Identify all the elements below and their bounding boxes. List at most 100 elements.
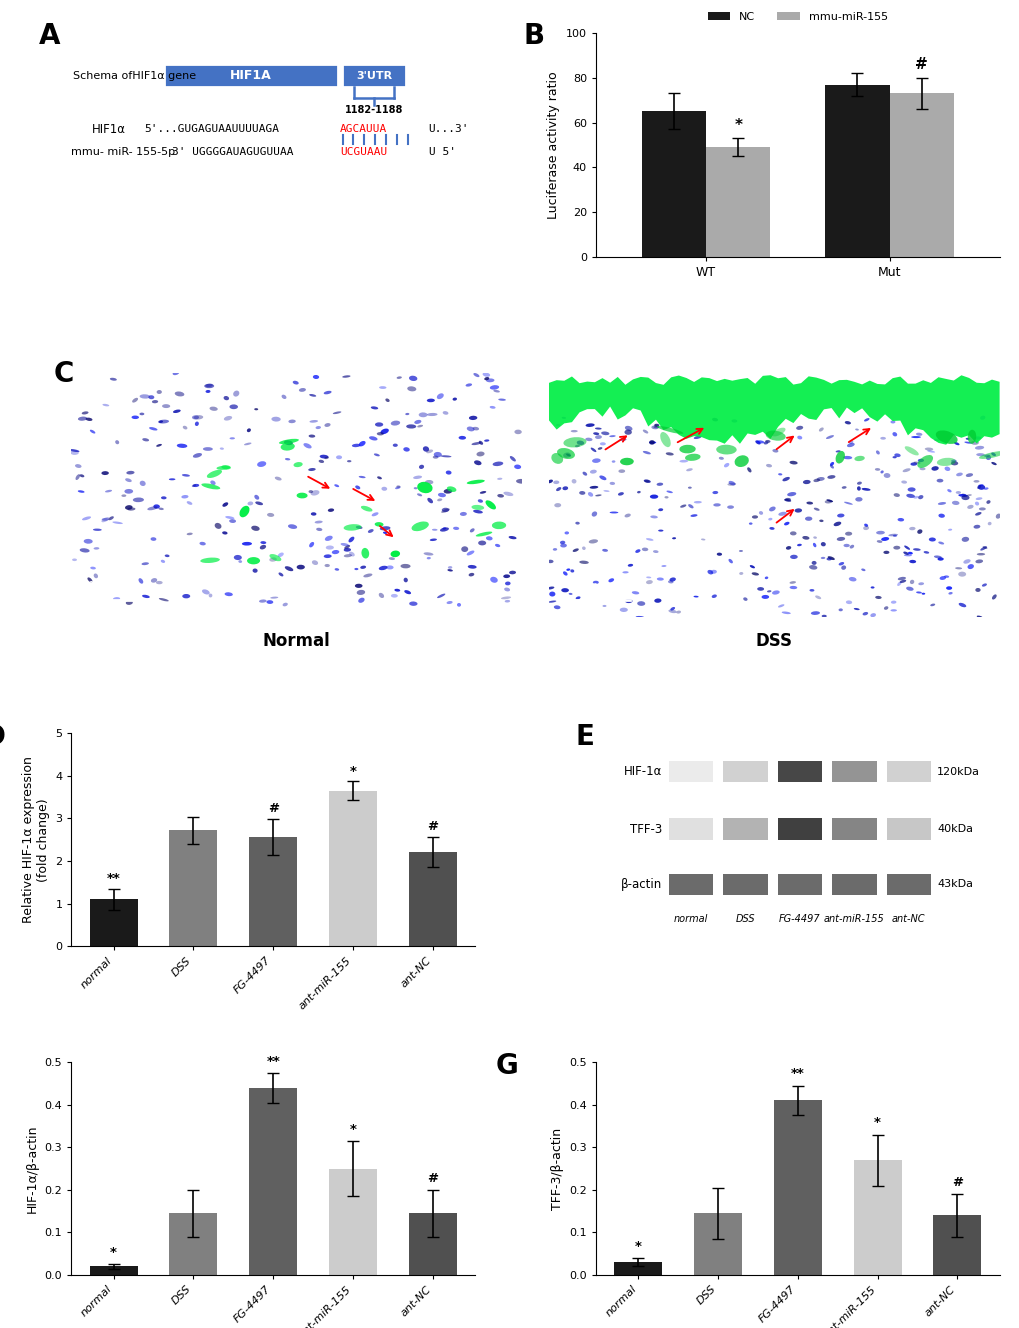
Ellipse shape bbox=[371, 406, 378, 409]
Ellipse shape bbox=[854, 429, 858, 430]
Ellipse shape bbox=[854, 497, 862, 502]
Polygon shape bbox=[548, 376, 999, 445]
Ellipse shape bbox=[429, 538, 436, 540]
Ellipse shape bbox=[990, 462, 996, 465]
Ellipse shape bbox=[127, 507, 136, 510]
Ellipse shape bbox=[382, 531, 387, 534]
Ellipse shape bbox=[386, 566, 393, 570]
Ellipse shape bbox=[599, 442, 605, 445]
Ellipse shape bbox=[471, 442, 481, 445]
Ellipse shape bbox=[566, 568, 570, 571]
Ellipse shape bbox=[442, 527, 446, 530]
Ellipse shape bbox=[214, 523, 221, 529]
Ellipse shape bbox=[672, 538, 676, 539]
Ellipse shape bbox=[494, 544, 499, 547]
Ellipse shape bbox=[555, 487, 560, 491]
Ellipse shape bbox=[334, 568, 339, 571]
Ellipse shape bbox=[948, 592, 952, 595]
Ellipse shape bbox=[181, 474, 190, 477]
Ellipse shape bbox=[854, 456, 864, 461]
Ellipse shape bbox=[576, 441, 584, 445]
Ellipse shape bbox=[75, 463, 82, 467]
Ellipse shape bbox=[653, 424, 658, 426]
Ellipse shape bbox=[846, 442, 854, 448]
Ellipse shape bbox=[445, 470, 451, 474]
Ellipse shape bbox=[812, 478, 819, 482]
Ellipse shape bbox=[113, 598, 120, 600]
Ellipse shape bbox=[70, 450, 78, 456]
Ellipse shape bbox=[233, 390, 239, 397]
Ellipse shape bbox=[853, 608, 859, 610]
Ellipse shape bbox=[514, 465, 521, 469]
Ellipse shape bbox=[485, 378, 494, 382]
Ellipse shape bbox=[324, 564, 329, 567]
Ellipse shape bbox=[478, 441, 483, 445]
Ellipse shape bbox=[278, 572, 283, 576]
Ellipse shape bbox=[860, 568, 865, 571]
Ellipse shape bbox=[843, 544, 849, 547]
Ellipse shape bbox=[257, 461, 266, 467]
Ellipse shape bbox=[985, 456, 990, 459]
Text: C: C bbox=[53, 360, 73, 388]
Ellipse shape bbox=[966, 494, 971, 497]
Ellipse shape bbox=[609, 482, 614, 485]
FancyBboxPatch shape bbox=[776, 818, 821, 839]
Ellipse shape bbox=[204, 384, 214, 388]
Ellipse shape bbox=[468, 572, 474, 576]
Ellipse shape bbox=[385, 398, 389, 402]
Ellipse shape bbox=[899, 580, 905, 583]
Ellipse shape bbox=[559, 540, 565, 544]
Ellipse shape bbox=[414, 420, 421, 424]
Ellipse shape bbox=[978, 452, 1005, 459]
Ellipse shape bbox=[837, 514, 844, 518]
Ellipse shape bbox=[842, 456, 852, 459]
Ellipse shape bbox=[342, 376, 351, 377]
Ellipse shape bbox=[981, 546, 986, 548]
Text: *: * bbox=[873, 1117, 880, 1129]
Text: DSS: DSS bbox=[755, 632, 792, 649]
Bar bbox=[90, 1267, 138, 1275]
Ellipse shape bbox=[147, 506, 157, 510]
Ellipse shape bbox=[472, 426, 479, 430]
Ellipse shape bbox=[951, 501, 959, 505]
Ellipse shape bbox=[343, 544, 350, 548]
Ellipse shape bbox=[156, 444, 162, 446]
Ellipse shape bbox=[835, 450, 840, 453]
Ellipse shape bbox=[938, 576, 946, 580]
Ellipse shape bbox=[904, 446, 918, 456]
Ellipse shape bbox=[546, 587, 553, 590]
Ellipse shape bbox=[158, 507, 164, 510]
Ellipse shape bbox=[890, 600, 896, 604]
Ellipse shape bbox=[947, 489, 951, 493]
Ellipse shape bbox=[354, 568, 358, 570]
Ellipse shape bbox=[929, 604, 934, 607]
Ellipse shape bbox=[642, 429, 648, 433]
Ellipse shape bbox=[461, 546, 468, 552]
Ellipse shape bbox=[470, 529, 474, 533]
Ellipse shape bbox=[82, 412, 89, 414]
Ellipse shape bbox=[125, 478, 131, 482]
Ellipse shape bbox=[469, 416, 477, 420]
Ellipse shape bbox=[423, 552, 433, 555]
Ellipse shape bbox=[715, 445, 736, 454]
Text: Schema ofHIF1α gene: Schema ofHIF1α gene bbox=[73, 70, 197, 81]
Ellipse shape bbox=[771, 449, 777, 453]
Ellipse shape bbox=[668, 578, 676, 582]
Ellipse shape bbox=[447, 570, 452, 571]
Ellipse shape bbox=[229, 437, 234, 440]
Ellipse shape bbox=[787, 493, 796, 497]
Ellipse shape bbox=[142, 438, 149, 441]
Ellipse shape bbox=[84, 539, 93, 543]
Ellipse shape bbox=[645, 580, 652, 584]
Ellipse shape bbox=[975, 497, 981, 501]
Ellipse shape bbox=[405, 413, 409, 416]
Ellipse shape bbox=[609, 511, 618, 514]
Ellipse shape bbox=[650, 515, 657, 518]
Ellipse shape bbox=[930, 466, 937, 470]
Ellipse shape bbox=[477, 499, 483, 503]
Ellipse shape bbox=[748, 522, 752, 525]
Text: FG-4497: FG-4497 bbox=[779, 914, 820, 924]
Ellipse shape bbox=[489, 406, 495, 409]
Ellipse shape bbox=[379, 526, 390, 530]
Ellipse shape bbox=[728, 481, 735, 486]
